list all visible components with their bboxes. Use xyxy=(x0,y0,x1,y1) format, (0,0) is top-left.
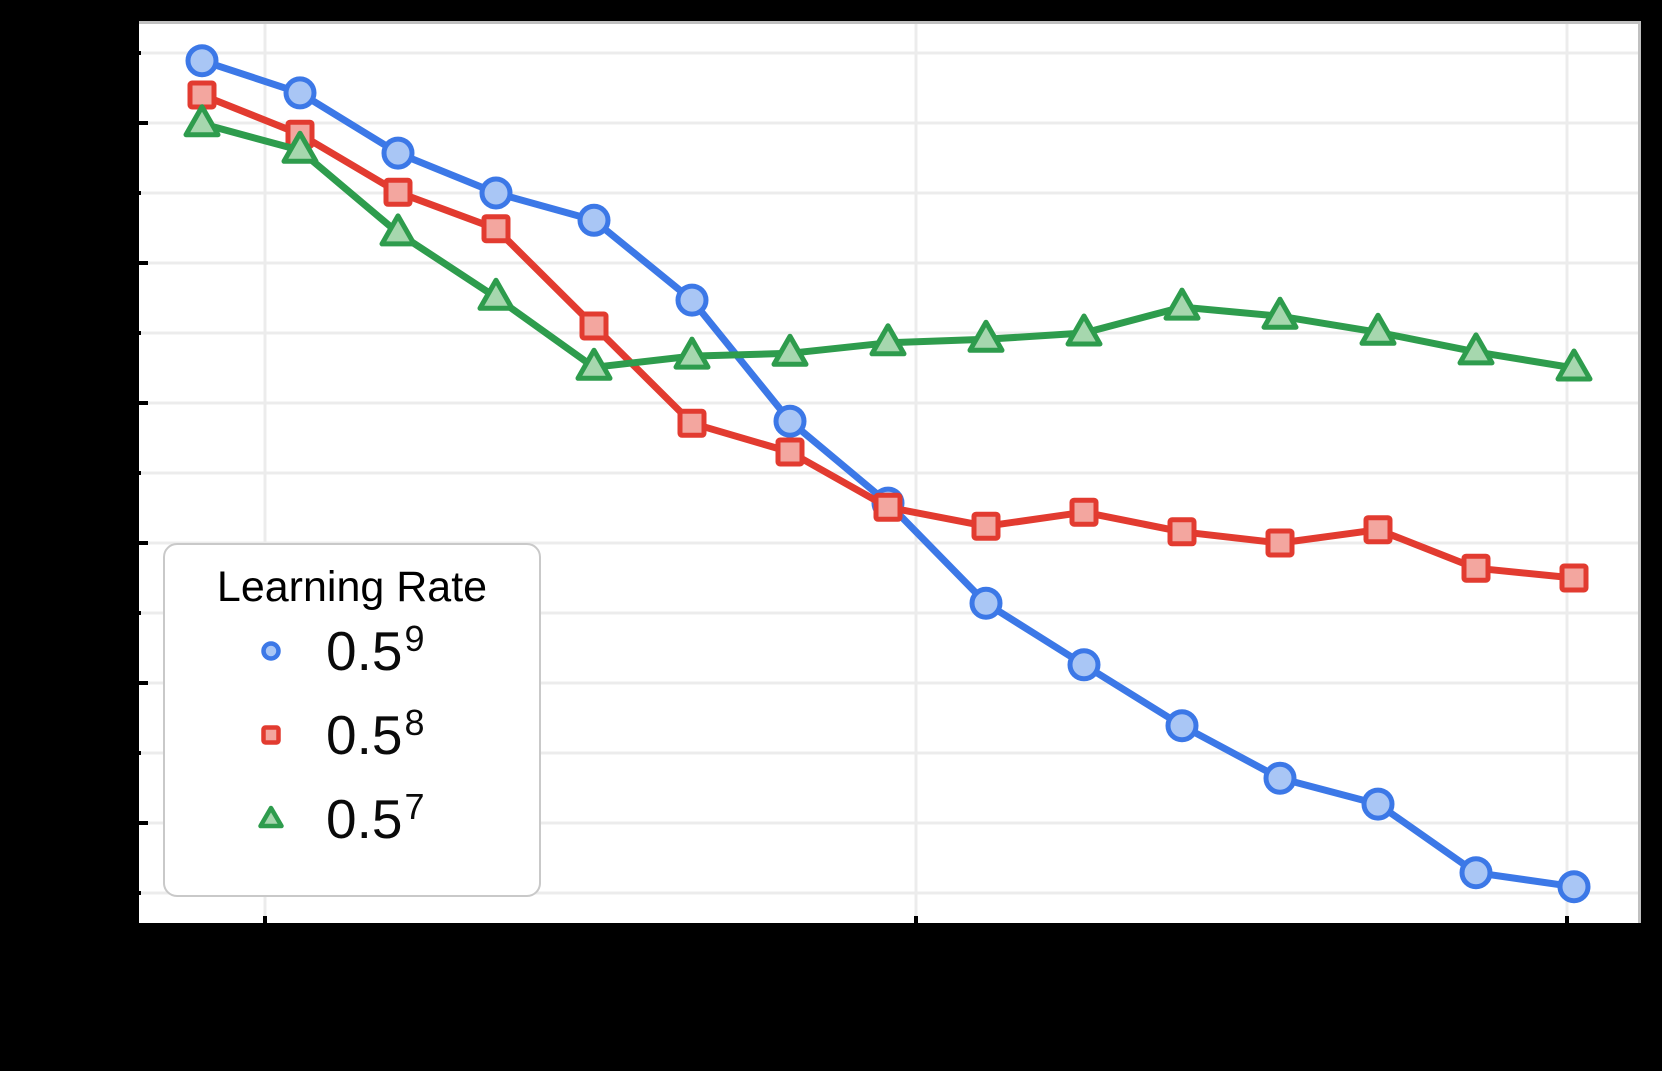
data-point-marker xyxy=(771,333,809,367)
data-point-marker xyxy=(261,641,281,661)
data-point-marker xyxy=(1459,856,1493,890)
circle-marker-icon xyxy=(261,641,281,661)
data-point-marker xyxy=(185,44,219,78)
legend-label-lr7: 0.57 xyxy=(326,788,425,847)
triangle-marker-icon xyxy=(258,805,284,829)
legend-label-exponent: 7 xyxy=(404,785,425,827)
data-point-marker xyxy=(383,177,413,207)
legend-label-exponent: 9 xyxy=(404,617,425,659)
legend-box: Learning Rate 0.59 0.58 0.57 xyxy=(163,543,541,897)
data-point-marker xyxy=(1167,517,1197,547)
legend-label-base: 0.5 xyxy=(326,703,403,766)
data-point-marker xyxy=(1461,553,1491,583)
data-point-marker xyxy=(283,76,317,110)
data-point-marker xyxy=(479,176,513,210)
data-point-marker xyxy=(187,80,217,110)
data-point-marker xyxy=(775,437,805,467)
data-point-marker xyxy=(379,213,417,247)
data-point-marker xyxy=(675,283,709,317)
data-point-marker xyxy=(967,319,1005,353)
data-point-marker xyxy=(1555,348,1593,382)
data-point-marker xyxy=(673,336,711,370)
square-marker-icon xyxy=(261,725,281,745)
data-point-marker xyxy=(183,104,221,138)
data-point-marker xyxy=(1363,515,1393,545)
data-point-marker xyxy=(1559,563,1589,593)
data-point-marker xyxy=(1361,787,1395,821)
data-point-marker xyxy=(1261,296,1299,330)
data-point-marker xyxy=(261,725,281,745)
data-point-marker xyxy=(575,347,613,381)
data-point-marker xyxy=(873,492,903,522)
legend-label-lr9: 0.59 xyxy=(326,620,425,679)
data-point-marker xyxy=(969,586,1003,620)
data-point-marker xyxy=(773,404,807,438)
data-point-marker xyxy=(281,130,319,164)
legend-label-exponent: 8 xyxy=(404,701,425,743)
data-point-marker xyxy=(1457,332,1495,366)
data-point-marker xyxy=(971,511,1001,541)
legend-entry-lr8: 0.58 xyxy=(165,693,539,777)
data-point-marker xyxy=(577,203,611,237)
series-markers-lr7 xyxy=(183,104,1593,382)
data-point-marker xyxy=(1165,709,1199,743)
plot-area: Learning Rate 0.59 0.58 0.57 xyxy=(136,21,1641,926)
data-point-marker xyxy=(869,323,907,357)
data-point-marker xyxy=(1065,313,1103,347)
data-point-marker xyxy=(1263,761,1297,795)
legend-entry-lr9: 0.59 xyxy=(165,609,539,693)
data-point-marker xyxy=(258,805,284,829)
legend-label-lr8: 0.58 xyxy=(326,704,425,763)
data-point-marker xyxy=(477,277,515,311)
data-point-marker xyxy=(1359,312,1397,346)
data-point-marker xyxy=(1163,287,1201,321)
data-point-marker xyxy=(677,408,707,438)
legend-label-base: 0.5 xyxy=(326,787,403,850)
data-point-marker xyxy=(381,136,415,170)
legend-entry-lr7: 0.57 xyxy=(165,777,539,861)
data-point-marker xyxy=(1265,528,1295,558)
data-point-marker xyxy=(579,311,609,341)
legend-title: Learning Rate xyxy=(216,563,488,611)
data-point-marker xyxy=(1069,497,1099,527)
data-point-marker xyxy=(1557,870,1591,904)
legend-label-base: 0.5 xyxy=(326,619,403,682)
data-point-marker xyxy=(481,214,511,244)
data-point-marker xyxy=(1067,648,1101,682)
